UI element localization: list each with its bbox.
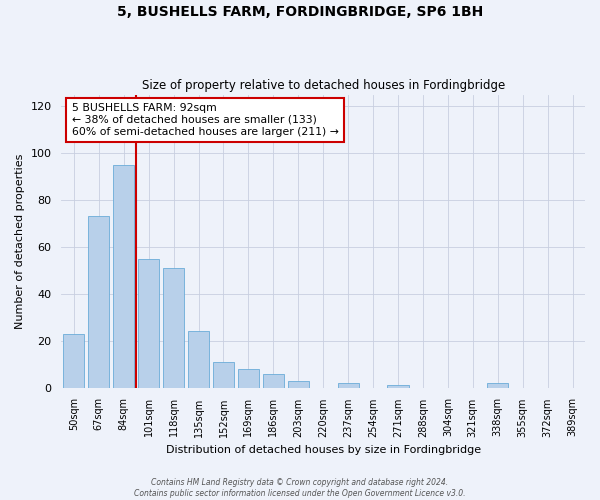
Bar (163, 268, 184, 388)
Text: Contains HM Land Registry data © Crown copyright and database right 2024.
Contai: Contains HM Land Registry data © Crown c… (134, 478, 466, 498)
X-axis label: Distribution of detached houses by size in Fordingbridge: Distribution of detached houses by size … (166, 445, 481, 455)
Bar (88, 216, 109, 388)
Bar (263, 374, 284, 388)
Bar (338, 383, 359, 388)
Bar (138, 258, 159, 388)
Y-axis label: Number of detached properties: Number of detached properties (15, 154, 25, 329)
Title: Size of property relative to detached houses in Fordingbridge: Size of property relative to detached ho… (142, 79, 505, 92)
Text: 5 BUSHELLS FARM: 92sqm
← 38% of detached houses are smaller (133)
60% of semi-de: 5 BUSHELLS FARM: 92sqm ← 38% of detached… (72, 104, 339, 136)
Bar (388, 385, 409, 388)
Text: 5, BUSHELLS FARM, FORDINGBRIDGE, SP6 1BH: 5, BUSHELLS FARM, FORDINGBRIDGE, SP6 1BH (117, 5, 483, 19)
Bar (287, 380, 309, 388)
Bar (213, 362, 234, 388)
Bar (188, 332, 209, 388)
Bar (63, 334, 85, 388)
Bar (238, 369, 259, 388)
Bar (113, 165, 134, 388)
Bar (487, 383, 508, 388)
